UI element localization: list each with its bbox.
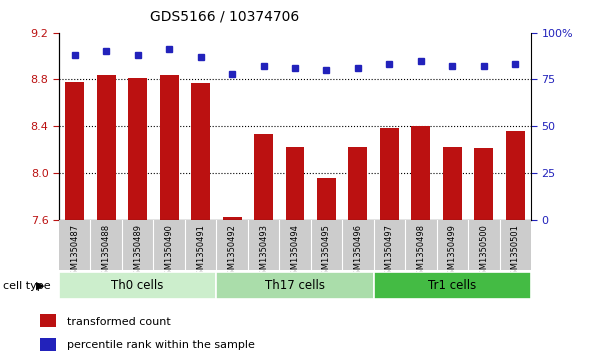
Text: GSM1350490: GSM1350490	[165, 224, 173, 280]
FancyBboxPatch shape	[59, 272, 217, 299]
Text: Tr1 cells: Tr1 cells	[428, 280, 477, 292]
Text: Th0 cells: Th0 cells	[112, 280, 164, 292]
Bar	[380, 129, 399, 220]
Text: GSM1350491: GSM1350491	[196, 224, 205, 280]
Text: GSM1350494: GSM1350494	[290, 224, 300, 280]
Text: GSM1350492: GSM1350492	[228, 224, 237, 280]
Bar	[160, 75, 179, 220]
Bar	[128, 78, 147, 220]
Bar	[40, 338, 56, 351]
Text: GSM1350489: GSM1350489	[133, 224, 142, 280]
Bar	[506, 131, 525, 220]
Bar	[191, 83, 210, 220]
Text: GSM1350493: GSM1350493	[259, 224, 268, 280]
Text: GSM1350499: GSM1350499	[448, 224, 457, 280]
Bar	[254, 134, 273, 220]
Text: cell type: cell type	[3, 281, 51, 291]
Bar	[222, 217, 241, 220]
Text: ▶: ▶	[36, 281, 44, 291]
Bar	[349, 147, 368, 220]
Text: Th17 cells: Th17 cells	[265, 280, 325, 292]
Text: GSM1350500: GSM1350500	[479, 224, 489, 280]
Text: GSM1350498: GSM1350498	[417, 224, 425, 280]
Bar	[411, 126, 430, 220]
Bar	[97, 75, 116, 220]
Text: GSM1350488: GSM1350488	[101, 224, 111, 280]
Bar	[65, 82, 84, 220]
Text: GSM1350487: GSM1350487	[70, 224, 79, 280]
Bar	[474, 148, 493, 220]
Text: GSM1350496: GSM1350496	[353, 224, 362, 280]
Text: percentile rank within the sample: percentile rank within the sample	[67, 340, 254, 350]
Text: GSM1350497: GSM1350497	[385, 224, 394, 280]
Text: transformed count: transformed count	[67, 317, 171, 327]
FancyBboxPatch shape	[217, 272, 373, 299]
Text: GSM1350501: GSM1350501	[511, 224, 520, 280]
Bar	[286, 147, 304, 220]
Bar	[40, 314, 56, 327]
Bar	[443, 147, 462, 220]
Text: GSM1350495: GSM1350495	[322, 224, 331, 280]
Text: GDS5166 / 10374706: GDS5166 / 10374706	[150, 9, 299, 23]
Bar	[317, 178, 336, 220]
FancyBboxPatch shape	[373, 272, 531, 299]
